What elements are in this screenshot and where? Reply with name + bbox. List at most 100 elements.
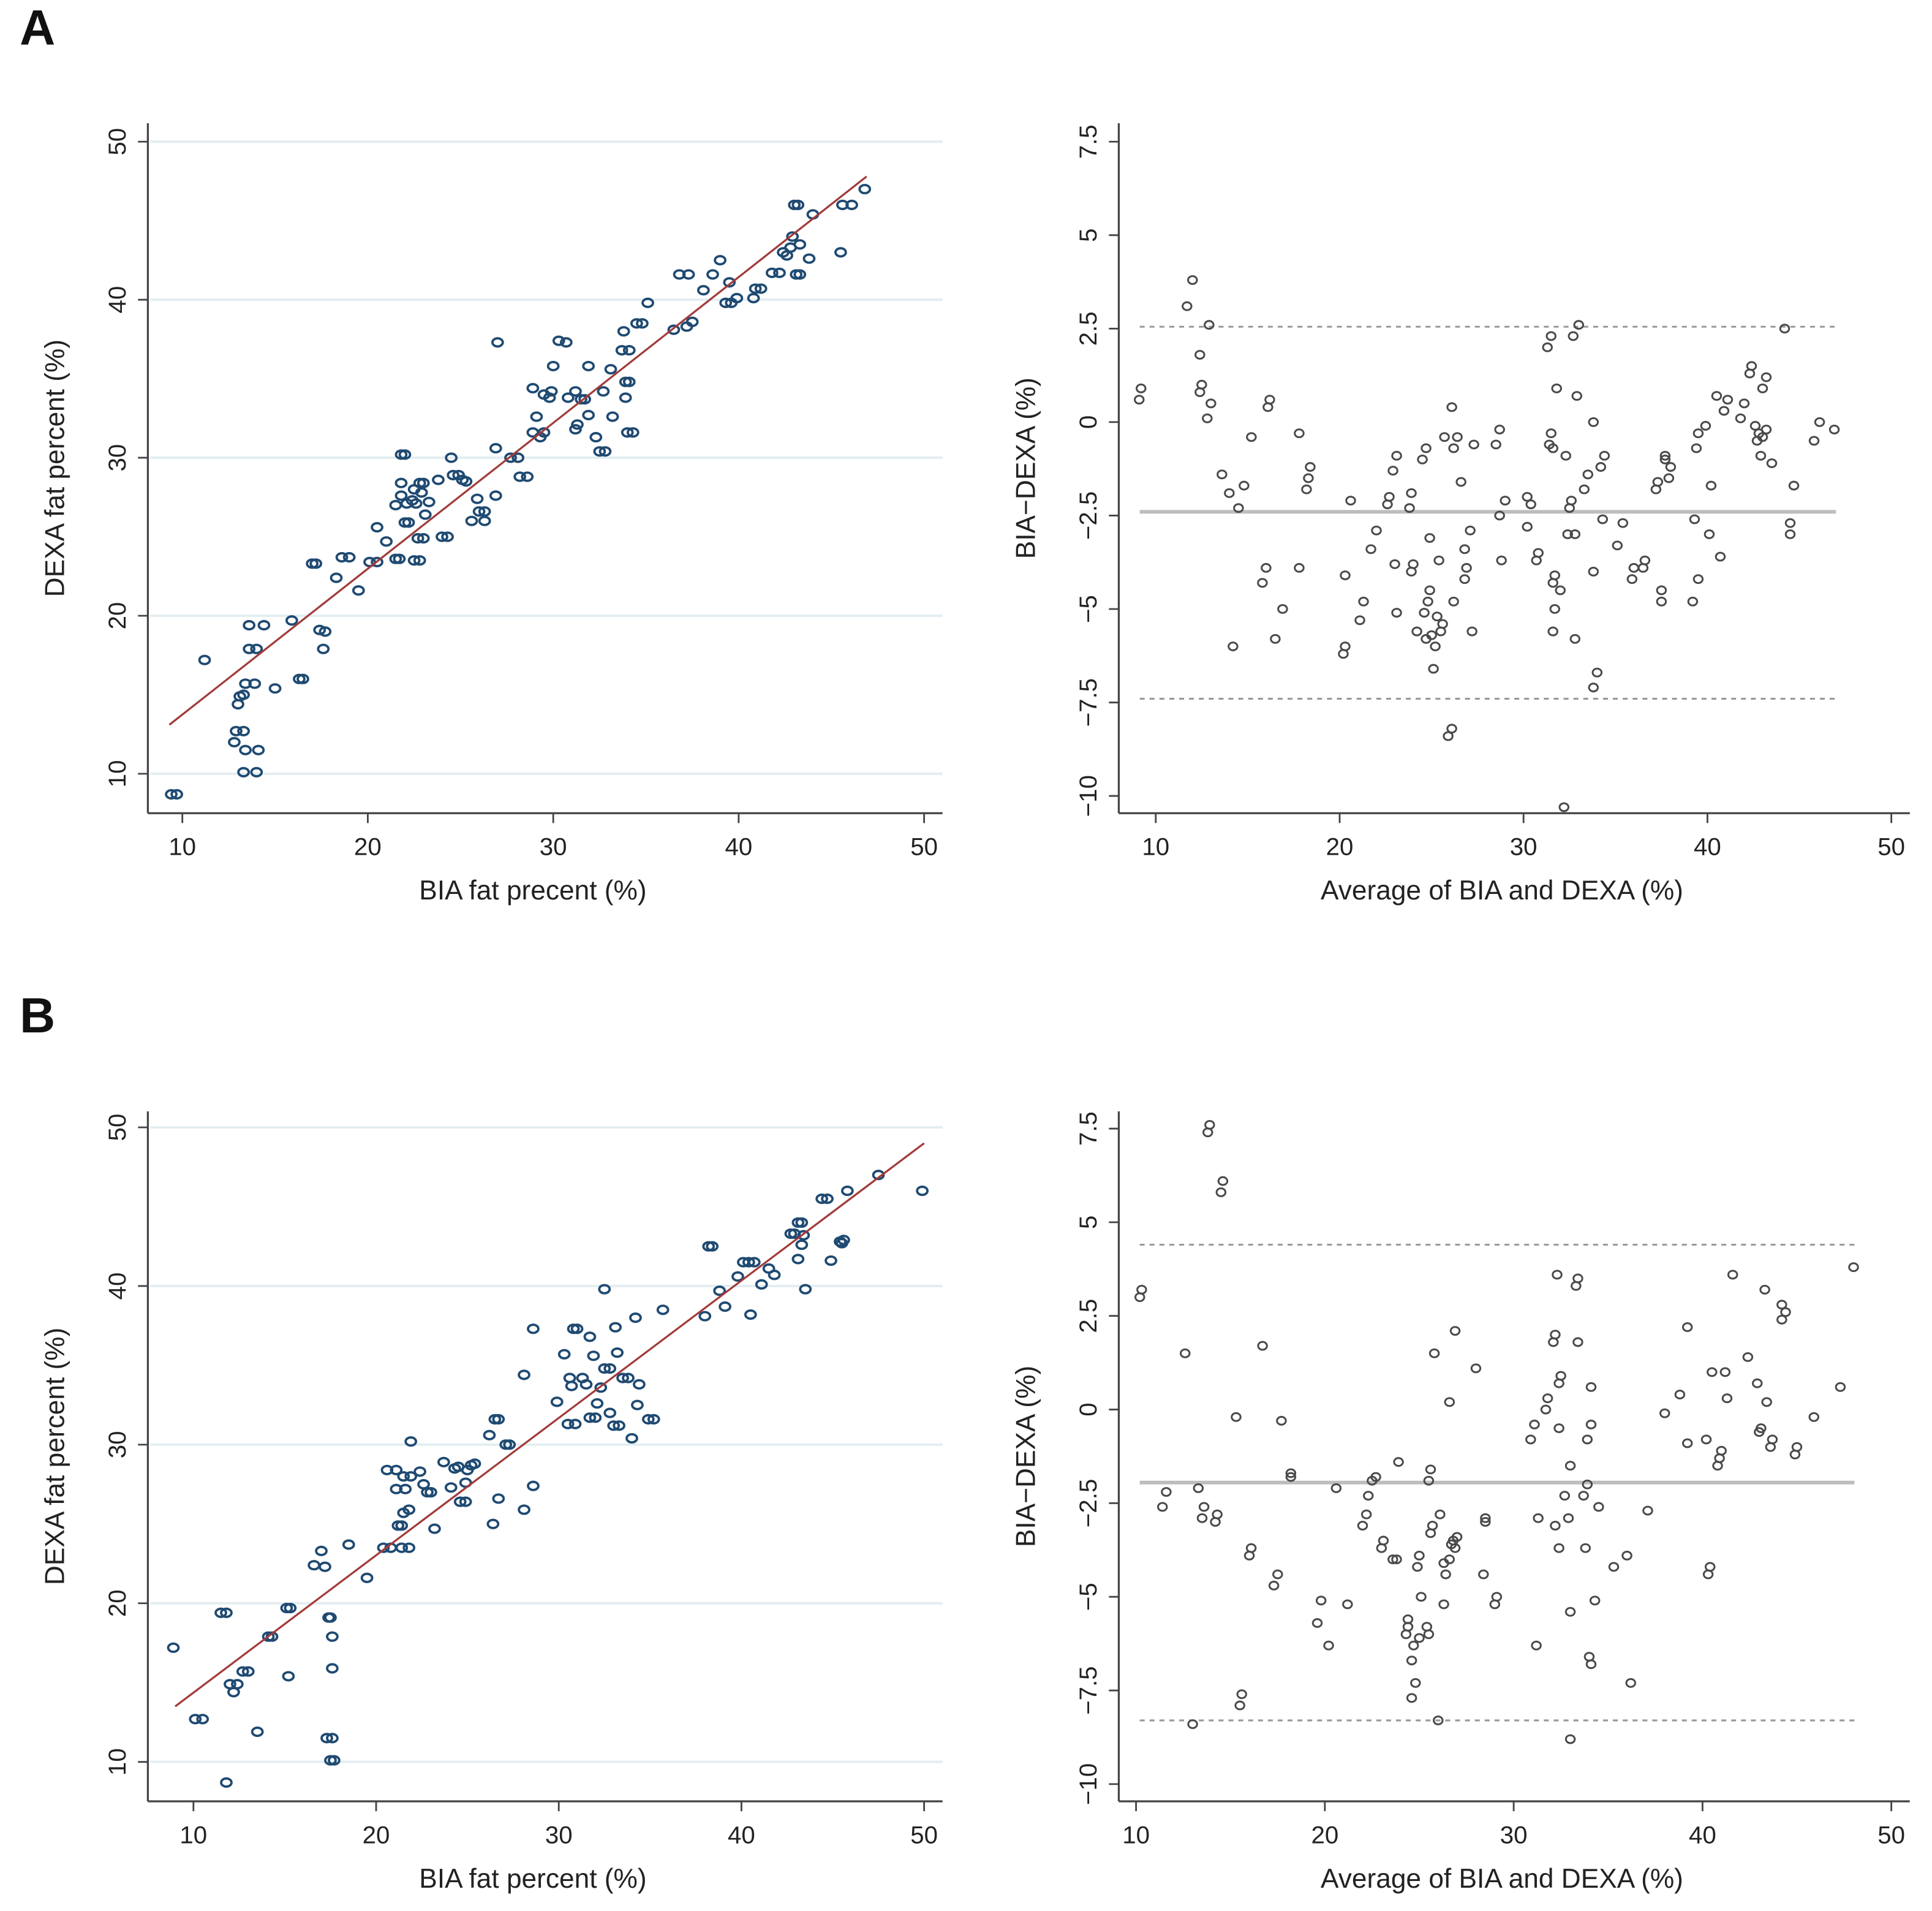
data-point (1551, 384, 1562, 393)
data-point (1270, 634, 1281, 644)
data-point (872, 1170, 885, 1181)
data-point (407, 555, 421, 566)
data-point (607, 1420, 621, 1431)
data-point (1391, 608, 1402, 618)
data-point (841, 1186, 854, 1197)
data-point (630, 318, 643, 329)
data-point (1525, 1434, 1536, 1445)
data-point (404, 1471, 418, 1482)
data-point (250, 766, 263, 778)
data-point (641, 297, 654, 308)
data-point (1814, 417, 1825, 427)
data-point (1531, 1640, 1542, 1651)
x-tick-label: 40 (728, 1821, 755, 1849)
data-point (604, 364, 617, 375)
data-point (597, 386, 610, 397)
data-point (1461, 562, 1472, 573)
x-axis-label: BIA fat precent (%) (419, 876, 646, 906)
data-point (603, 1407, 617, 1418)
data-point (1756, 1423, 1767, 1434)
data-point (257, 619, 271, 630)
data-point (1412, 1562, 1423, 1572)
data-point (1446, 724, 1457, 734)
y-tick-label: −2.5 (1074, 491, 1102, 540)
data-point (1357, 1521, 1368, 1531)
y-tick-label: 7.5 (1074, 124, 1102, 159)
y-tick-label: 40 (104, 286, 131, 314)
data-point (1406, 1656, 1417, 1666)
scatter-plot-a: 10 20 30 40 50 10 20 30 40 50 BIA fat precent (%) D… (40, 123, 943, 906)
data-point (768, 1270, 781, 1281)
data-point (1261, 562, 1272, 573)
data-point (220, 1777, 233, 1788)
data-point (747, 1257, 761, 1268)
data-point (1578, 1491, 1589, 1501)
data-point (1711, 391, 1723, 401)
y-tick-label: 10 (104, 760, 131, 788)
x-tick-label: 20 (1326, 833, 1354, 861)
data-point (1448, 443, 1459, 453)
x-tick-label: 30 (545, 1821, 573, 1849)
data-point (394, 477, 408, 488)
data-point (530, 411, 543, 422)
data-point (582, 409, 595, 420)
data-point (858, 184, 872, 195)
data-point (444, 1482, 458, 1493)
data-point (398, 449, 412, 460)
data-point (594, 1382, 608, 1393)
data-point (1707, 1367, 1718, 1377)
data-point (1692, 428, 1704, 439)
data-point (1761, 1397, 1772, 1407)
data-point (1642, 1505, 1653, 1516)
data-point (1330, 1483, 1342, 1493)
data-point (1480, 1516, 1491, 1527)
data-point (1595, 462, 1607, 472)
data-point (513, 471, 527, 482)
data-point (1659, 450, 1671, 461)
data-point (622, 1372, 635, 1383)
data-point (1674, 1390, 1686, 1400)
data-point (706, 269, 719, 280)
data-point (613, 1420, 625, 1431)
data-point (1215, 1187, 1227, 1197)
data-point (744, 1309, 757, 1320)
data-point (1549, 570, 1560, 581)
data-point (799, 1284, 812, 1295)
data-point (569, 424, 582, 435)
data-point (1187, 1719, 1198, 1730)
data-point (478, 506, 491, 517)
data-point (1652, 477, 1664, 487)
data-point (1566, 496, 1577, 505)
data-point (773, 267, 786, 278)
y-tick-label: 20 (104, 1589, 131, 1617)
data-point (1354, 615, 1365, 626)
x-tick-label: 20 (363, 1821, 390, 1849)
data-point (371, 522, 383, 533)
data-point (1593, 1502, 1604, 1512)
x-tick-label: 50 (910, 1821, 938, 1849)
data-point (1428, 1348, 1440, 1358)
data-point (598, 1363, 611, 1374)
data-point (465, 515, 478, 526)
y-tick-label: 50 (104, 128, 131, 156)
data-point (1704, 529, 1715, 539)
data-point (284, 1602, 297, 1614)
data-point (214, 1607, 227, 1618)
data-point (1552, 1270, 1563, 1280)
data-point (1430, 641, 1441, 651)
data-point (1421, 443, 1432, 453)
data-point (428, 1523, 441, 1534)
data-point (395, 1520, 409, 1531)
data-point (413, 1466, 426, 1477)
data-point (1553, 1423, 1564, 1434)
data-point (1451, 1532, 1463, 1542)
data-point (1433, 1716, 1444, 1725)
data-point (795, 1217, 809, 1228)
data-point (409, 498, 423, 509)
data-point (1276, 1415, 1287, 1426)
data-point (615, 345, 628, 356)
data-point (1591, 667, 1603, 678)
data-point (1572, 1337, 1583, 1347)
data-point (437, 1456, 450, 1467)
